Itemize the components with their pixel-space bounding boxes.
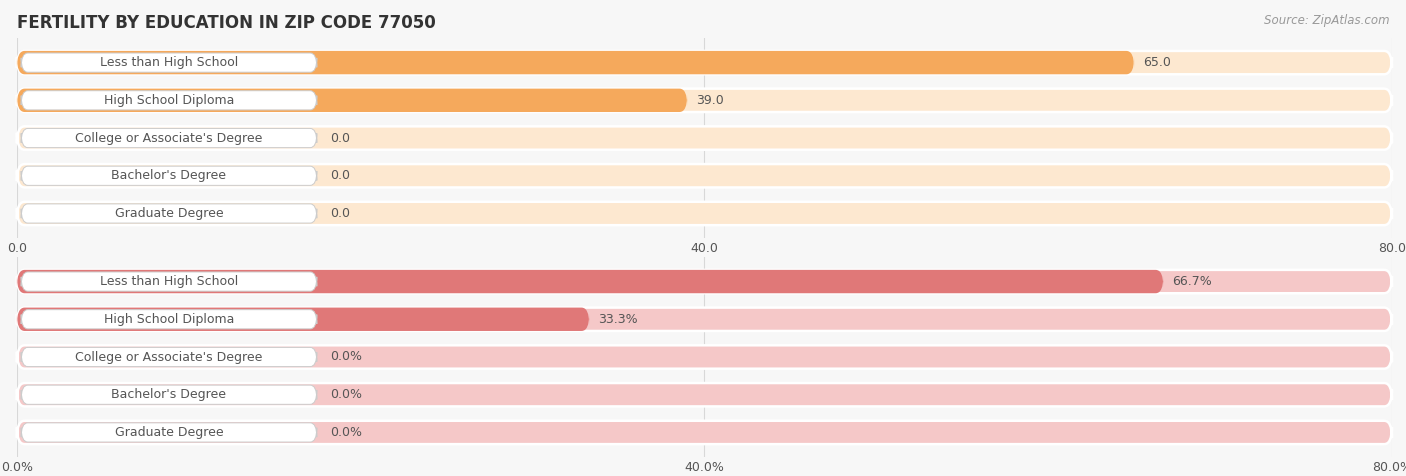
FancyBboxPatch shape	[17, 270, 1163, 293]
FancyBboxPatch shape	[21, 272, 316, 291]
FancyBboxPatch shape	[21, 310, 316, 329]
Text: 39.0: 39.0	[696, 94, 724, 107]
Text: 0.0: 0.0	[330, 207, 350, 220]
FancyBboxPatch shape	[17, 421, 1392, 444]
Text: College or Associate's Degree: College or Associate's Degree	[76, 131, 263, 145]
FancyBboxPatch shape	[21, 423, 316, 442]
FancyBboxPatch shape	[21, 347, 316, 367]
FancyBboxPatch shape	[17, 202, 1392, 225]
FancyBboxPatch shape	[21, 91, 316, 110]
FancyBboxPatch shape	[17, 126, 1392, 150]
Text: 66.7%: 66.7%	[1173, 275, 1212, 288]
FancyBboxPatch shape	[17, 307, 1392, 331]
Text: College or Associate's Degree: College or Associate's Degree	[76, 350, 263, 364]
Text: 33.3%: 33.3%	[598, 313, 637, 326]
Text: 0.0%: 0.0%	[330, 350, 363, 364]
Text: Graduate Degree: Graduate Degree	[115, 426, 224, 439]
Text: High School Diploma: High School Diploma	[104, 94, 235, 107]
FancyBboxPatch shape	[17, 51, 1135, 74]
FancyBboxPatch shape	[17, 270, 1392, 293]
Text: 0.0: 0.0	[330, 169, 350, 182]
Text: FERTILITY BY EDUCATION IN ZIP CODE 77050: FERTILITY BY EDUCATION IN ZIP CODE 77050	[17, 14, 436, 32]
Text: High School Diploma: High School Diploma	[104, 313, 235, 326]
FancyBboxPatch shape	[21, 53, 316, 72]
Text: 0.0%: 0.0%	[330, 388, 363, 401]
Text: Bachelor's Degree: Bachelor's Degree	[111, 169, 226, 182]
Text: Less than High School: Less than High School	[100, 56, 238, 69]
Text: Source: ZipAtlas.com: Source: ZipAtlas.com	[1264, 14, 1389, 27]
FancyBboxPatch shape	[17, 164, 1392, 188]
Text: Bachelor's Degree: Bachelor's Degree	[111, 388, 226, 401]
Text: 0.0%: 0.0%	[330, 426, 363, 439]
FancyBboxPatch shape	[17, 89, 688, 112]
FancyBboxPatch shape	[21, 385, 316, 404]
Text: Graduate Degree: Graduate Degree	[115, 207, 224, 220]
FancyBboxPatch shape	[21, 166, 316, 185]
FancyBboxPatch shape	[17, 307, 589, 331]
FancyBboxPatch shape	[17, 89, 1392, 112]
FancyBboxPatch shape	[17, 383, 1392, 407]
FancyBboxPatch shape	[21, 204, 316, 223]
Text: 0.0: 0.0	[330, 131, 350, 145]
FancyBboxPatch shape	[17, 345, 1392, 369]
FancyBboxPatch shape	[17, 51, 1392, 74]
Text: 65.0: 65.0	[1143, 56, 1171, 69]
FancyBboxPatch shape	[21, 129, 316, 148]
Text: Less than High School: Less than High School	[100, 275, 238, 288]
